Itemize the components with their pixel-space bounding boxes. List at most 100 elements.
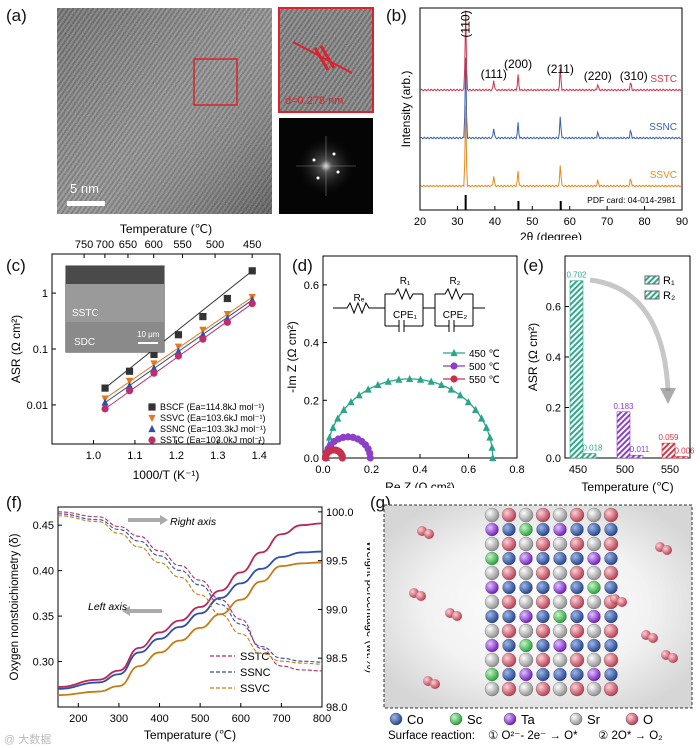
data-point <box>150 360 158 368</box>
arrhenius-series <box>101 293 256 403</box>
data-point <box>366 454 374 462</box>
lattice-atom <box>570 580 584 595</box>
lattice-atom <box>535 536 551 552</box>
lattice-atom <box>536 580 550 595</box>
lattice-atom <box>603 565 619 581</box>
lattice-atom <box>502 638 516 653</box>
data-point <box>464 397 473 406</box>
lattice-atom <box>587 638 601 653</box>
x-tick-label: 80 <box>638 216 650 228</box>
lattice-atom <box>552 594 568 610</box>
bar-r1 <box>569 280 584 459</box>
lattice-atom <box>569 681 585 697</box>
y-axis-label: Oxygen nonstoichiometry (δ) <box>9 533 21 680</box>
top-tick-label: 450 <box>243 239 261 251</box>
x-tick-label: 1.0 <box>86 450 101 462</box>
legend-label: SSNC (Ea=103.3kJ mol⁻¹) <box>160 424 266 434</box>
legend-atom-o <box>625 712 639 726</box>
lattice-atom <box>485 522 499 537</box>
data-point <box>384 377 392 385</box>
lattice-atom <box>536 551 550 566</box>
circuit-label: CPE₂ <box>443 310 468 321</box>
lattice-atom <box>603 652 619 668</box>
lattice-atom <box>485 667 499 682</box>
lattice-atom <box>518 565 534 581</box>
arrow-left-icon <box>292 41 353 74</box>
y-tick-label: 0.4 <box>304 338 319 350</box>
data-point <box>347 397 355 406</box>
lattice-atom <box>552 652 568 668</box>
y-tick-label: 0.01 <box>27 400 48 412</box>
resistor-re <box>333 301 385 315</box>
lattice-atom <box>603 507 619 523</box>
inset-scale-label: 10 μm <box>137 330 160 339</box>
lattice-atom <box>518 652 534 668</box>
surface-reaction-2: ② 2O* → O₂ <box>598 730 663 742</box>
data-point <box>416 375 425 383</box>
data-point <box>447 385 455 393</box>
top-tick-label: 700 <box>96 239 114 251</box>
bar-value-label: 0.059 <box>658 433 679 442</box>
scale-bar-label: 5 nm <box>70 181 99 196</box>
lattice-atom <box>536 522 550 537</box>
lattice-atom <box>502 667 516 682</box>
panel-f-tga-chart: 200 300 400 500 600 700 800 Temperature (℃) 0.30… <box>9 506 370 742</box>
inset-film-label: SSTC <box>72 308 99 319</box>
lattice-atom <box>485 638 499 653</box>
y-tick-label: 0.6 <box>546 302 561 314</box>
lattice-atom <box>552 681 568 697</box>
tga-axes-frame <box>57 506 323 708</box>
legend-label: Sr <box>587 712 601 727</box>
delta-curve-ssnc <box>57 550 323 690</box>
lattice-atom <box>501 594 517 610</box>
lattice-atom <box>569 536 585 552</box>
legend-label: Ta <box>521 712 536 727</box>
legend-label: 500 ℃ <box>469 362 500 373</box>
data-point <box>488 443 496 451</box>
x-tick-label: 90 <box>676 216 688 228</box>
legend-atom-ta <box>503 712 517 726</box>
lattice-atom <box>535 507 551 523</box>
o2-atom <box>662 545 672 555</box>
bar-value-label: 0.011 <box>630 445 650 454</box>
o2-atom <box>617 597 627 607</box>
y-axis-label: ASR (Ω cm²) <box>526 323 540 391</box>
y-axis-label: Intensity (arb.) <box>399 71 413 148</box>
lattice-atom <box>501 507 517 523</box>
lattice-atom <box>484 652 500 668</box>
data-point <box>174 347 183 355</box>
y-axis-label: -Im Z (Ω cm²) <box>285 321 299 393</box>
watermark: @ 大数据 <box>4 734 52 746</box>
y-tick-label: 0.0 <box>304 453 319 465</box>
o2-atom <box>648 633 658 643</box>
x-tick-label: 20 <box>414 216 426 228</box>
data-point <box>395 375 403 383</box>
panel-a-tem: 5 nm d=0.278 nm <box>57 7 374 214</box>
data-point <box>248 267 256 275</box>
data-point <box>150 364 158 372</box>
data-point <box>325 433 334 441</box>
legend-marker <box>148 403 156 411</box>
lattice-atom <box>484 623 500 639</box>
x-tick-label: 1.4 <box>252 450 267 462</box>
data-point <box>174 352 183 360</box>
x-tick-label: 500 <box>191 713 209 725</box>
lattice-atom <box>604 667 618 682</box>
panel-f-label: (f) <box>6 493 23 512</box>
data-point <box>101 384 109 392</box>
nyquist-series <box>321 446 346 462</box>
panel-d-nyquist-chart: 0.0 0.2 0.4 0.6 0.8 Re Z (Ω cm²) 0.0 0.2 0.4 0.6 -… <box>285 255 525 488</box>
inset-substrate-label: SDC <box>74 337 95 348</box>
panel-b-xrd-chart: 20 30 40 50 60 70 80 90 2θ (degree) Intensity (ar… <box>399 7 688 240</box>
panel-c-label: (c) <box>6 256 26 275</box>
lattice-atom <box>569 565 585 581</box>
lattice-atom <box>604 638 618 653</box>
top-tick-label: 650 <box>119 239 137 251</box>
panel-d-label: (d) <box>292 256 313 275</box>
right-arrow-icon <box>128 515 168 525</box>
lattice-atom <box>518 536 534 552</box>
x-tick-label: 0.6 <box>461 464 476 476</box>
lattice-atom <box>536 638 550 653</box>
y-right-axis-label: Weight percentage (wt.%) <box>364 541 370 673</box>
x-tick-label: 400 <box>150 713 168 725</box>
